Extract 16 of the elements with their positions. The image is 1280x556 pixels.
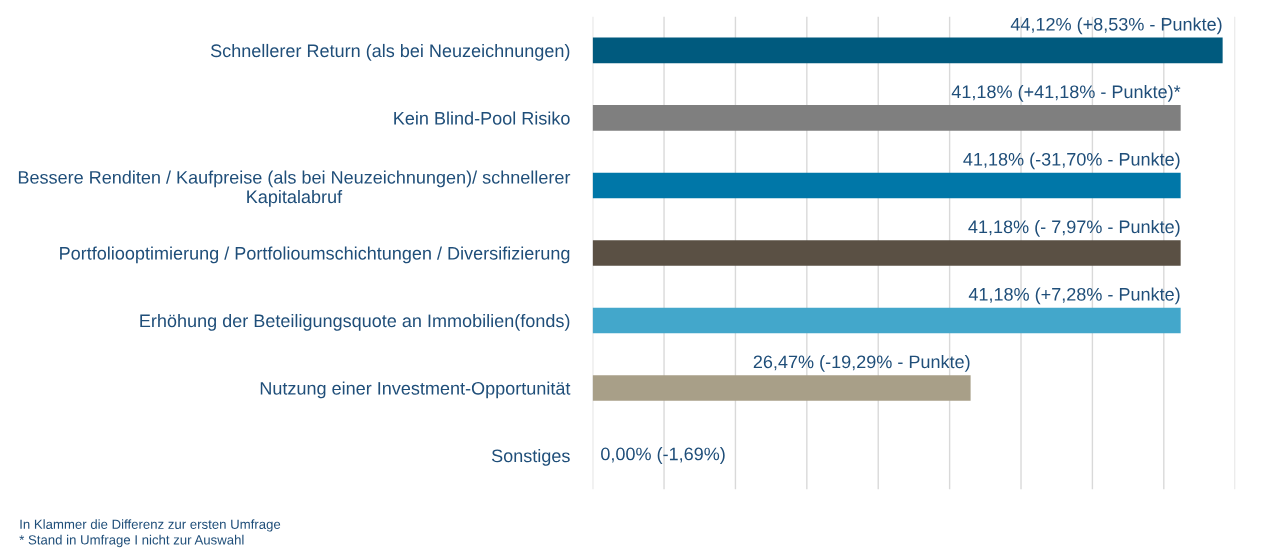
- text: * Stand in Umfrage I nicht zur Auswahl: [19, 534, 244, 548]
- y-tick-label: Sonstiges: [491, 448, 570, 466]
- y-tick-label: Bessere Renditen / Kaufpreise (als bei Neuzeichnungen)/ schnellerer Kapitalabruf: [18, 170, 571, 207]
- data-label: 0,00% (-1,69%): [601, 447, 725, 464]
- y-tick-label: Kein Blind-Pool Risiko: [394, 111, 570, 125]
- y-tick-label: Erhöhung der Beteiligungsquote an Immobilien(fonds): [140, 313, 570, 331]
- data-label: 41,18% (+7,28% - Punkte): [968, 287, 1180, 305]
- y-tick-label: Portfoliooptimierung / Portfolioumschichtungen / Diversifizierung: [60, 246, 570, 264]
- text: In Klammer die Differenz zur ersten Umfrage: [20, 519, 281, 532]
- data-label: 41,18% (- 7,97% - Punkte): [968, 219, 1180, 237]
- data-label: 41,18% (+41,18% - Punkte)*: [951, 84, 1181, 102]
- data-label: 41,18% (-31,70% - Punkte): [963, 152, 1180, 170]
- data-label: 44,12% (+8,53% - Punkte): [1010, 17, 1222, 35]
- data-label: 26,47% (-19,29% - Punkte): [753, 354, 970, 372]
- y-tick-label: Schnellerer Return (als bei Neuzeichnungen): [210, 43, 570, 61]
- y-tick-label: Nutzung einer Investment-Opportunität: [260, 381, 571, 399]
